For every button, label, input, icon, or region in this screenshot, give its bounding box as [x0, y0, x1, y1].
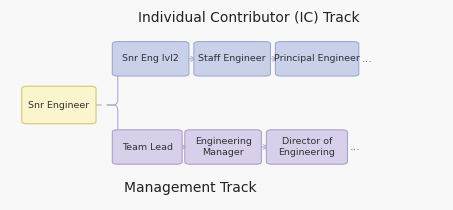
- Text: Principal Engineer: Principal Engineer: [274, 54, 360, 63]
- FancyBboxPatch shape: [266, 130, 347, 164]
- Text: Director of
Engineering: Director of Engineering: [279, 137, 335, 157]
- Text: Staff Engineer: Staff Engineer: [198, 54, 266, 63]
- FancyBboxPatch shape: [275, 42, 359, 76]
- Text: ...: ...: [361, 54, 372, 64]
- Text: Management Track: Management Track: [124, 181, 256, 195]
- FancyBboxPatch shape: [112, 130, 182, 164]
- Text: Snr Eng lvl2: Snr Eng lvl2: [122, 54, 179, 63]
- Text: Engineering
Manager: Engineering Manager: [195, 137, 251, 157]
- Text: Team Lead: Team Lead: [122, 143, 173, 151]
- Text: ...: ...: [350, 142, 361, 152]
- FancyBboxPatch shape: [185, 130, 261, 164]
- FancyBboxPatch shape: [112, 42, 189, 76]
- FancyBboxPatch shape: [22, 86, 96, 124]
- FancyBboxPatch shape: [194, 42, 270, 76]
- Text: Individual Contributor (IC) Track: Individual Contributor (IC) Track: [138, 10, 360, 25]
- Text: Snr Engineer: Snr Engineer: [28, 101, 90, 109]
